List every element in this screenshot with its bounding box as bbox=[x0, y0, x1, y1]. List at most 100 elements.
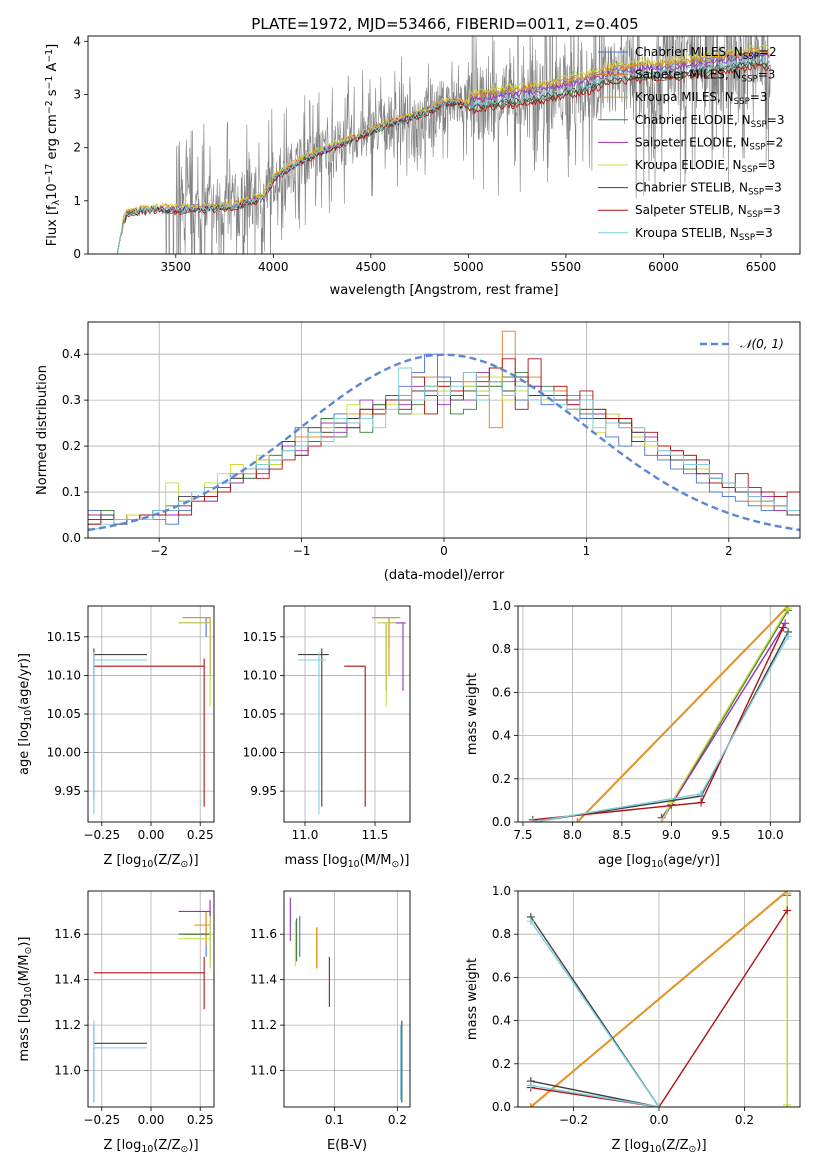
y-tick-label: 9.95 bbox=[54, 784, 81, 798]
mass-weight-marker bbox=[528, 818, 537, 822]
mass-weight-marker bbox=[697, 789, 706, 798]
axes-frame bbox=[517, 890, 801, 1108]
y-tick-label: 0.2 bbox=[492, 1057, 511, 1071]
axes-frame bbox=[283, 890, 411, 1108]
x-tick-label: 8.5 bbox=[612, 828, 631, 842]
legend-entry: Kroupa STELIB, NSSP=3 bbox=[635, 226, 773, 243]
y-tick-label: 10.10 bbox=[243, 668, 277, 682]
mass-weight-marker bbox=[697, 798, 706, 807]
y-tick-label: 0.4 bbox=[492, 1014, 511, 1028]
x-tick-label: 0.1 bbox=[325, 1113, 344, 1127]
mass-weight-marker bbox=[781, 619, 790, 628]
x-tick-label: 0.2 bbox=[735, 1113, 754, 1127]
x-tick-label: 0.0 bbox=[649, 1113, 668, 1127]
legend-entry: 𝒩(0, 1) bbox=[740, 337, 784, 351]
x-tick-label: −2 bbox=[150, 544, 168, 558]
mass-weight-marker bbox=[657, 818, 666, 822]
mass-weight-marker bbox=[526, 1081, 535, 1090]
y-tick-label: 11.0 bbox=[54, 1064, 81, 1078]
x-tick-label: 4500 bbox=[356, 260, 387, 274]
y-tick-label: 9.95 bbox=[250, 784, 277, 798]
legend-entry: Chabrier ELODIE, NSSP=3 bbox=[635, 113, 784, 130]
mass-weight-line bbox=[532, 635, 789, 822]
axes-frame bbox=[87, 890, 215, 1108]
legend-entry: Salpeter STELIB, NSSP=3 bbox=[635, 203, 781, 220]
x-tick-label: 10.0 bbox=[757, 828, 784, 842]
y-tick-label: 0.4 bbox=[492, 729, 511, 743]
plot-area bbox=[528, 606, 793, 822]
model-spectrum-line bbox=[116, 63, 770, 254]
x-axis-label: E(B-V) bbox=[327, 1138, 367, 1153]
y-tick-label: 1.0 bbox=[492, 599, 511, 613]
y-tick-label: 0.0 bbox=[492, 815, 511, 829]
mass-weight-marker bbox=[526, 917, 535, 926]
legend: 𝒩(0, 1) bbox=[700, 337, 784, 351]
x-tick-label: 8.0 bbox=[563, 828, 582, 842]
x-tick-label: 0.2 bbox=[388, 1113, 407, 1127]
y-tick-label: 10.00 bbox=[243, 746, 277, 760]
model-spectrum-line bbox=[116, 53, 770, 254]
y-axis-label: age [log10(age/yr)] bbox=[17, 653, 34, 775]
y-tick-label: 0.1 bbox=[62, 485, 81, 499]
panel-residuals: −2 −1 0 1 2 0.0 0.1 0.2 0.3 0.4 (data-model)/error… bbox=[35, 321, 801, 583]
x-tick-label: −0.25 bbox=[83, 1113, 120, 1127]
mass-weight-line bbox=[532, 627, 784, 821]
mass-weight-line bbox=[530, 916, 660, 1107]
y-tick-label: 10.15 bbox=[243, 630, 277, 644]
mass-weight-line bbox=[530, 910, 788, 1107]
x-axis-label: (data-model)/error bbox=[384, 568, 505, 583]
panel-mass-weight-age: 7.5 8.0 8.5 9.0 9.5 10.0 0.0 0.2 0.4 0.6 0.8 1.0 age… bbox=[465, 599, 801, 870]
y-tick-label: 11.2 bbox=[54, 1018, 81, 1032]
y-tick-label: 0.4 bbox=[62, 347, 81, 361]
mass-weight-marker bbox=[784, 632, 793, 641]
y-tick-label: 3 bbox=[73, 87, 81, 101]
plot-area bbox=[88, 330, 800, 532]
x-tick-label: 3500 bbox=[161, 260, 192, 274]
panel-age-vs-mass: 11.0 11.5 9.95 10.00 10.05 10.10 10.15 mass [lo… bbox=[243, 605, 411, 870]
plot-area bbox=[93, 900, 211, 1103]
mass-weight-marker bbox=[573, 818, 582, 822]
mass-weight-line bbox=[530, 920, 660, 1107]
x-tick-label: 4000 bbox=[258, 260, 289, 274]
panel-mass-vs-Z: −0.25 0.00 0.25 11.0 11.2 11.4 11.6 Z [log10(Z/… bbox=[17, 890, 215, 1155]
x-axis-label: mass [log10(M/M⊙)] bbox=[285, 853, 410, 870]
x-tick-label: 0.00 bbox=[138, 828, 165, 842]
mass-weight-marker bbox=[655, 1103, 663, 1107]
y-tick-label: 10.15 bbox=[47, 630, 81, 644]
y-tick-label: 1 bbox=[73, 194, 81, 208]
y-tick-label: 0.0 bbox=[62, 531, 81, 545]
panel-spectrum: 3500 4000 4500 5000 5500 6000 6500 0 1 2 3 4 wavelen… bbox=[44, 34, 801, 298]
y-tick-label: 10.10 bbox=[47, 668, 81, 682]
data-spectrum bbox=[117, 36, 771, 254]
x-tick-label: 11.0 bbox=[292, 828, 319, 842]
mass-weight-line bbox=[576, 606, 789, 822]
mass-weight-line bbox=[532, 631, 789, 822]
x-tick-label: 0.25 bbox=[187, 828, 214, 842]
y-tick-label: 10.00 bbox=[47, 746, 81, 760]
y-tick-label: 11.2 bbox=[250, 1018, 277, 1032]
x-tick-label: 1 bbox=[583, 544, 591, 558]
plot-area bbox=[298, 617, 406, 815]
plot-area bbox=[289, 897, 403, 1103]
normal-curve bbox=[88, 353, 800, 532]
panel-age-vs-Z: −0.25 0.00 0.25 9.95 10.00 10.05 10.10 10.15 Z [… bbox=[17, 605, 215, 870]
mass-weight-marker bbox=[783, 891, 792, 898]
legend-entry: Chabrier MILES, NSSP=2 bbox=[635, 45, 777, 62]
x-axis-label: age [log10(age/yr)] bbox=[598, 853, 720, 870]
x-tick-label: −0.25 bbox=[83, 828, 120, 842]
x-tick-label: −0.2 bbox=[559, 1113, 588, 1127]
y-tick-label: 11.4 bbox=[54, 973, 81, 987]
y-tick-label: 10.05 bbox=[243, 707, 277, 721]
x-tick-label: 2 bbox=[725, 544, 733, 558]
x-tick-label: 0 bbox=[440, 544, 448, 558]
plot-area bbox=[93, 617, 211, 815]
axes-frame bbox=[517, 605, 801, 823]
y-tick-label: 11.6 bbox=[54, 927, 81, 941]
x-tick-label: 9.0 bbox=[662, 828, 681, 842]
model-spectrum-line bbox=[116, 57, 770, 254]
legend-entry: Kroupa MILES, NSSP=3 bbox=[635, 90, 768, 107]
legend-entry: Chabrier STELIB, NSSP=3 bbox=[635, 181, 782, 198]
figure-title: PLATE=1972, MJD=53466, FIBERID=0011, z=0… bbox=[251, 15, 638, 33]
x-axis-label: Z [log10(Z/Z⊙)] bbox=[611, 1138, 706, 1155]
y-tick-label: 10.05 bbox=[47, 707, 81, 721]
